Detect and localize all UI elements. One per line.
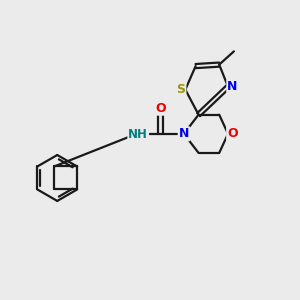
Text: N: N — [227, 80, 238, 93]
Text: O: O — [227, 127, 238, 140]
Text: NH: NH — [128, 128, 148, 141]
Text: S: S — [176, 83, 185, 96]
Text: N: N — [179, 127, 189, 140]
Text: O: O — [155, 102, 166, 115]
